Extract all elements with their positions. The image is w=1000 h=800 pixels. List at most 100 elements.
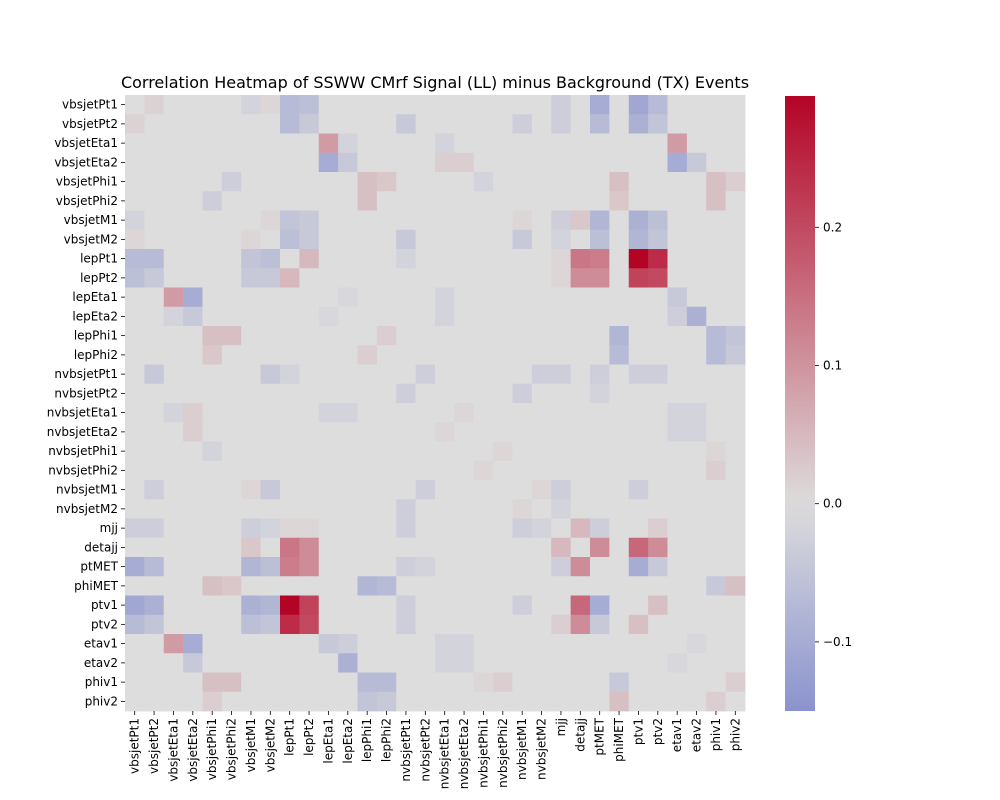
heatmap-cell — [493, 499, 513, 519]
heatmap-cell — [183, 557, 203, 577]
heatmap-cell — [531, 345, 552, 365]
heatmap-cell — [221, 172, 242, 192]
heatmap-cell — [590, 653, 610, 673]
heatmap-cell — [570, 95, 591, 115]
heatmap-cell — [706, 364, 727, 385]
heatmap-cell — [435, 576, 455, 596]
heatmap-cell — [125, 326, 145, 346]
heatmap-cell — [551, 268, 572, 288]
heatmap-cell — [376, 576, 397, 596]
heatmap-cell — [435, 172, 455, 192]
heatmap-cell — [531, 172, 552, 192]
heatmap-cell — [396, 191, 417, 211]
heatmap-cell — [706, 152, 727, 173]
heatmap-cell — [183, 537, 203, 558]
heatmap-cell — [280, 95, 300, 115]
heatmap-cell — [376, 403, 397, 423]
heatmap-cell — [241, 576, 262, 596]
y-tick-label: nvbsjetPt1 — [54, 367, 118, 381]
heatmap-cell — [590, 557, 610, 577]
heatmap-cell — [570, 691, 591, 712]
heatmap-cell — [706, 672, 727, 693]
heatmap-cell — [686, 229, 707, 250]
heatmap-cell — [512, 95, 533, 115]
heatmap-cell — [357, 518, 378, 539]
heatmap-cell — [570, 441, 591, 462]
heatmap-cell — [163, 557, 184, 577]
heatmap-cell — [144, 691, 165, 712]
heatmap-cell — [163, 210, 184, 231]
heatmap-cell — [415, 191, 436, 211]
heatmap-cell — [183, 576, 203, 596]
heatmap-cell — [435, 229, 455, 250]
heatmap-cell — [590, 595, 610, 616]
heatmap-cell — [609, 634, 630, 654]
heatmap-cell — [435, 345, 455, 365]
heatmap-cell — [706, 133, 727, 154]
heatmap-cell — [628, 614, 649, 635]
heatmap-cell — [686, 595, 707, 616]
heatmap-cell — [183, 345, 203, 365]
heatmap-cell — [551, 653, 572, 673]
heatmap-cell — [183, 95, 203, 115]
heatmap-cell — [667, 383, 688, 404]
heatmap-cell — [493, 537, 513, 558]
heatmap-cell — [609, 95, 630, 115]
heatmap-cell — [280, 576, 300, 596]
heatmap-cell — [570, 191, 591, 211]
heatmap-cell — [144, 595, 165, 616]
heatmap-cell — [454, 499, 475, 519]
heatmap-cell — [221, 249, 242, 269]
x-tick-label: etav2 — [690, 718, 704, 752]
heatmap-cell — [609, 268, 630, 288]
heatmap-cell — [338, 403, 358, 423]
heatmap-cell — [609, 614, 630, 635]
heatmap-cell — [318, 172, 339, 192]
heatmap-cell — [144, 518, 165, 539]
heatmap-cell — [531, 480, 552, 500]
heatmap-cell — [338, 441, 358, 462]
heatmap-cell — [609, 595, 630, 616]
heatmap-cell — [144, 441, 165, 462]
heatmap-cell — [493, 287, 513, 308]
heatmap-cell — [435, 518, 455, 539]
heatmap-cell — [648, 326, 668, 346]
heatmap-cell — [376, 133, 397, 154]
heatmap-cell — [551, 691, 572, 712]
heatmap-cell — [454, 229, 475, 250]
heatmap-cell — [260, 576, 281, 596]
heatmap-cell — [473, 364, 494, 385]
heatmap-cell — [667, 229, 688, 250]
heatmap-cell — [338, 499, 358, 519]
heatmap-cell — [241, 287, 262, 308]
heatmap-cell — [415, 537, 436, 558]
heatmap-cell — [473, 172, 494, 192]
heatmap-cell — [648, 210, 668, 231]
heatmap-cell — [338, 653, 358, 673]
heatmap-cell — [338, 672, 358, 693]
heatmap-cell — [125, 152, 145, 173]
x-tick-label: vbsjetM1 — [244, 718, 258, 772]
colorbar — [785, 96, 815, 711]
heatmap-cell — [396, 268, 417, 288]
heatmap-cell — [299, 537, 320, 558]
heatmap-cell — [686, 557, 707, 577]
heatmap-cell — [299, 326, 320, 346]
x-tick-label: etav1 — [670, 718, 684, 752]
x-tick-label: ptv2 — [651, 718, 665, 745]
heatmap-cell — [531, 499, 552, 519]
heatmap-cell — [454, 653, 475, 673]
heatmap-cell — [590, 152, 610, 173]
heatmap-cell — [551, 152, 572, 173]
colorbar-tick-label: 0.0 — [823, 497, 842, 511]
heatmap-cell — [570, 460, 591, 481]
x-tick-label: vbsjetEta2 — [186, 718, 200, 782]
heatmap-cell — [628, 499, 649, 519]
heatmap-cell — [260, 152, 281, 173]
heatmap-cell — [396, 518, 417, 539]
heatmap-cell — [648, 345, 668, 365]
heatmap-cell — [183, 672, 203, 693]
heatmap-cell — [570, 403, 591, 423]
heatmap-cell — [648, 268, 668, 288]
heatmap-cell — [221, 191, 242, 211]
